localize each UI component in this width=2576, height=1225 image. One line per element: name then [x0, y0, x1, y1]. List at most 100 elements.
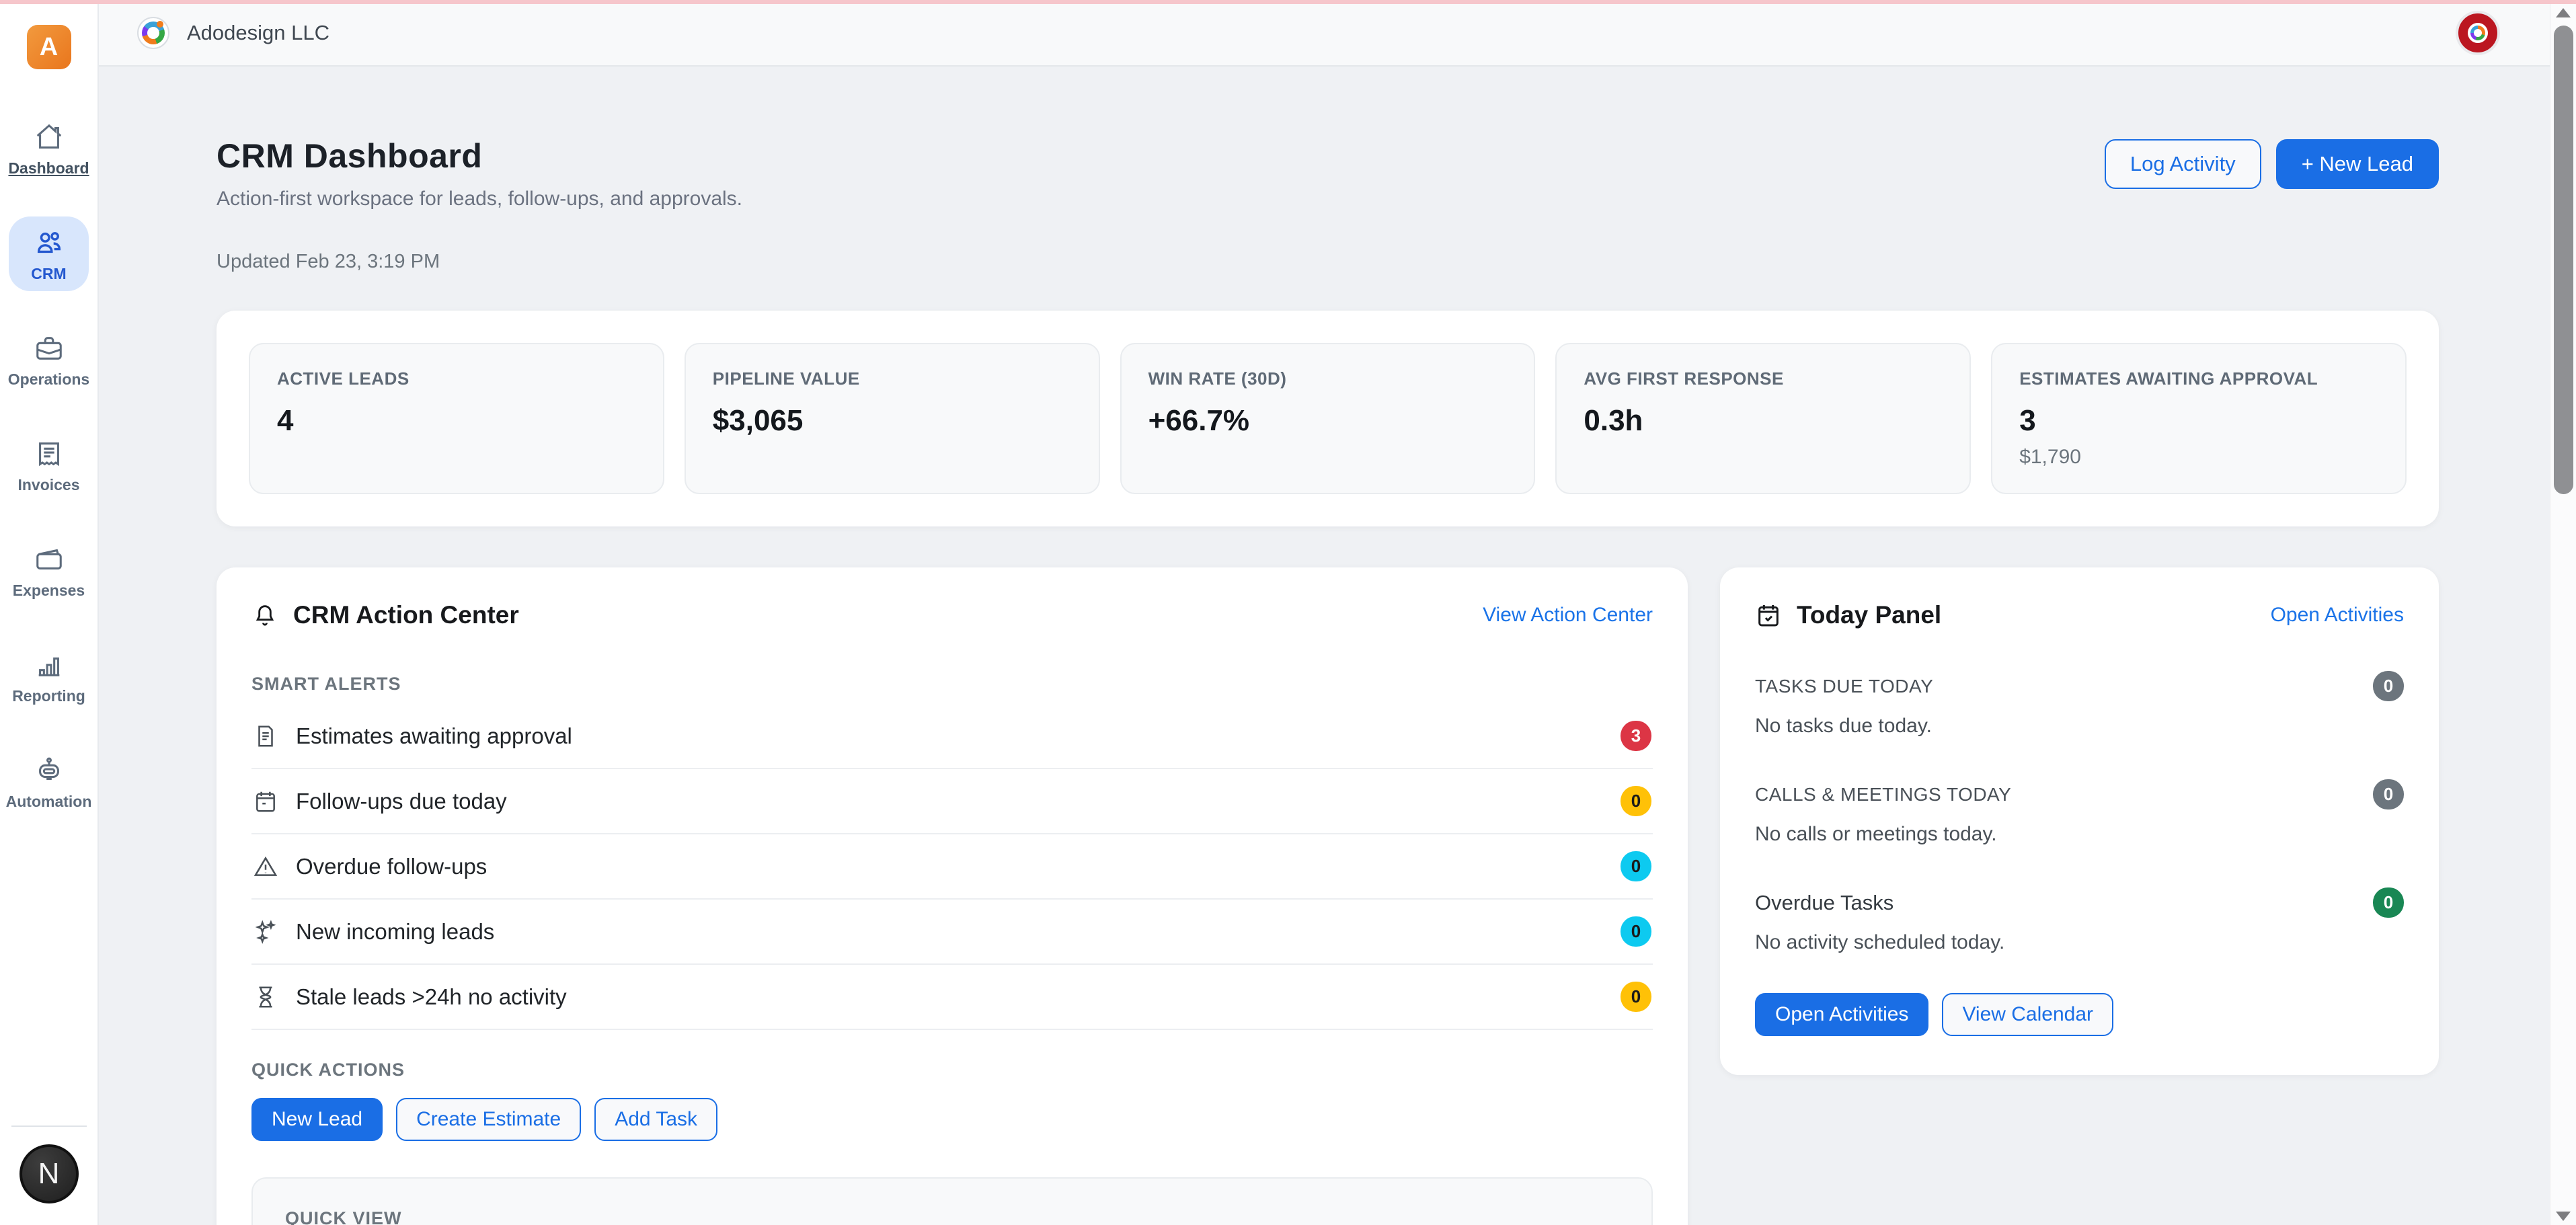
tasks-due-today-section: TASKS DUE TODAY 0 No tasks due today. — [1755, 671, 2404, 738]
stat-value: 0.3h — [1584, 404, 1943, 438]
stat-label: AVG FIRST RESPONSE — [1584, 368, 1943, 389]
stat-label: ACTIVE LEADS — [277, 368, 636, 389]
quick-actions-label: QUICK ACTIONS — [251, 1060, 1653, 1080]
stat-label: WIN RATE (30D) — [1148, 368, 1508, 389]
stat-card-pipeline-value: PIPELINE VALUE $3,065 — [685, 343, 1100, 494]
alert-count-badge: 0 — [1621, 982, 1651, 1012]
sidebar-item-crm[interactable]: CRM — [9, 216, 89, 291]
stat-value: 4 — [277, 404, 636, 438]
tasks-due-today-empty: No tasks due today. — [1755, 715, 2404, 738]
sidebar-item-label: CRM — [31, 265, 66, 283]
tasks-due-today-badge: 0 — [2373, 671, 2404, 701]
home-icon — [34, 122, 65, 153]
sidebar-item-invoices[interactable]: Invoices — [9, 428, 89, 502]
company-logo-icon — [137, 17, 169, 49]
view-calendar-button[interactable]: View Calendar — [1942, 993, 2113, 1036]
calls-meetings-section: CALLS & MEETINGS TODAY 0 No calls or mee… — [1755, 779, 2404, 846]
quick-new-lead-button[interactable]: New Lead — [251, 1098, 383, 1141]
stat-value: +66.7% — [1148, 404, 1508, 438]
open-activities-link[interactable]: Open Activities — [2271, 604, 2404, 627]
sidebar-item-label: Dashboard — [8, 159, 89, 177]
tasks-due-today-label: TASKS DUE TODAY — [1755, 676, 1933, 697]
action-center-title: CRM Action Center — [293, 601, 519, 629]
page-head: CRM Dashboard Action-first workspace for… — [217, 136, 2439, 210]
main-column: Adodesign LLC CRM Dashboard Action-first… — [99, 0, 2550, 1225]
company-name: Adodesign LLC — [187, 21, 329, 45]
user-avatar-initial[interactable]: N — [19, 1144, 79, 1203]
sidebar-item-label: Operations — [8, 370, 89, 389]
sidebar-nav: Dashboard CRM Operations Invoices Expens… — [0, 111, 97, 850]
kpi-summary-card: ACTIVE LEADS 4 PIPELINE VALUE $3,065 WIN… — [217, 311, 2439, 526]
sidebar-item-label: Invoices — [17, 476, 79, 494]
sidebar-item-reporting[interactable]: Reporting — [9, 639, 89, 713]
alert-row-followups-due[interactable]: Follow-ups due today 0 — [251, 769, 1653, 834]
alert-row-stale-leads[interactable]: Stale leads >24h no activity 0 — [251, 965, 1653, 1030]
page-subtitle: Action-first workspace for leads, follow… — [217, 188, 742, 210]
window-scrollbar — [2550, 0, 2576, 1225]
sidebar-item-automation[interactable]: Automation — [9, 744, 89, 819]
smart-alerts-list: Estimates awaiting approval 3 Follow-ups… — [251, 704, 1653, 1030]
scrollbar-thumb[interactable] — [2554, 26, 2573, 494]
alert-label: Follow-ups due today — [296, 789, 507, 814]
stat-card-estimates-awaiting: ESTIMATES AWAITING APPROVAL 3 $1,790 — [1991, 343, 2407, 494]
page-actions: Log Activity + New Lead — [2105, 139, 2439, 189]
hourglass-icon — [253, 984, 278, 1010]
sidebar-item-operations[interactable]: Operations — [9, 322, 89, 397]
page-titles: CRM Dashboard Action-first workspace for… — [217, 136, 742, 210]
sidebar-item-expenses[interactable]: Expenses — [9, 533, 89, 608]
alert-row-overdue-followups[interactable]: Overdue follow-ups 0 — [251, 834, 1653, 900]
stat-card-active-leads: ACTIVE LEADS 4 — [249, 343, 664, 494]
quick-create-estimate-button[interactable]: Create Estimate — [396, 1098, 581, 1141]
quick-view-card: QUICK VIEW Jane Doe Doe Inc | Added Feb … — [251, 1177, 1653, 1225]
stat-card-win-rate: WIN RATE (30D) +66.7% — [1120, 343, 1536, 494]
view-action-center-link[interactable]: View Action Center — [1483, 604, 1653, 627]
updated-timestamp: Updated Feb 23, 3:19 PM — [217, 251, 2439, 273]
overdue-tasks-section: Overdue Tasks 0 No activity scheduled to… — [1755, 887, 2404, 954]
smart-alerts-label: SMART ALERTS — [251, 674, 1653, 695]
sidebar-divider — [11, 1125, 87, 1127]
alert-count-badge: 0 — [1621, 786, 1651, 816]
quick-view-label: QUICK VIEW — [285, 1208, 1619, 1225]
stat-value: $3,065 — [713, 404, 1072, 438]
briefcase-icon — [34, 333, 65, 364]
scrollbar-up-arrow-icon[interactable] — [2556, 8, 2571, 17]
crm-action-center-panel: CRM Action Center View Action Center SMA… — [217, 567, 1688, 1225]
overdue-tasks-label: Overdue Tasks — [1755, 891, 1894, 915]
calendar-check-icon — [1755, 602, 1782, 629]
page-content: CRM Dashboard Action-first workspace for… — [99, 67, 2550, 1225]
overdue-tasks-badge: 0 — [2373, 887, 2404, 918]
document-icon — [253, 723, 278, 749]
app-window: A Dashboard CRM Operations Invoices Expe… — [0, 0, 2550, 1225]
wallet-icon — [34, 544, 65, 575]
sidebar: A Dashboard CRM Operations Invoices Expe… — [0, 0, 99, 1225]
open-activities-button[interactable]: Open Activities — [1755, 993, 1928, 1036]
quick-actions-row: New Lead Create Estimate Add Task — [251, 1098, 1653, 1141]
today-panel-title: Today Panel — [1797, 601, 1941, 629]
calendar-icon — [253, 789, 278, 814]
scrollbar-down-arrow-icon[interactable] — [2556, 1212, 2571, 1221]
stat-label: PIPELINE VALUE — [713, 368, 1072, 389]
profile-avatar[interactable] — [2456, 11, 2500, 55]
calls-meetings-label: CALLS & MEETINGS TODAY — [1755, 784, 2011, 805]
log-activity-button[interactable]: Log Activity — [2105, 139, 2261, 189]
alert-label: Estimates awaiting approval — [296, 723, 572, 749]
alert-row-new-incoming-leads[interactable]: New incoming leads 0 — [251, 900, 1653, 965]
alert-count-badge: 3 — [1621, 721, 1651, 751]
alert-count-badge: 0 — [1621, 916, 1651, 947]
overdue-tasks-empty: No activity scheduled today. — [1755, 931, 2404, 954]
alert-label: New incoming leads — [296, 919, 494, 945]
alert-row-estimates-awaiting[interactable]: Estimates awaiting approval 3 — [251, 704, 1653, 769]
sidebar-item-label: Reporting — [12, 687, 85, 705]
stat-card-avg-first-response: AVG FIRST RESPONSE 0.3h — [1555, 343, 1971, 494]
app-logo-tile[interactable]: A — [27, 25, 71, 69]
today-panel-header: Today Panel Open Activities — [1755, 601, 2404, 629]
sidebar-item-label: Expenses — [13, 582, 85, 600]
dashboard-columns: CRM Action Center View Action Center SMA… — [217, 567, 2439, 1225]
today-panel-buttons: Open Activities View Calendar — [1755, 993, 2404, 1036]
quick-add-task-button[interactable]: Add Task — [594, 1098, 717, 1141]
calls-meetings-badge: 0 — [2373, 779, 2404, 809]
new-lead-button[interactable]: + New Lead — [2276, 139, 2439, 189]
stat-value: 3 — [2019, 404, 2378, 438]
bar-chart-icon — [34, 649, 65, 680]
sidebar-item-dashboard[interactable]: Dashboard — [9, 111, 89, 186]
